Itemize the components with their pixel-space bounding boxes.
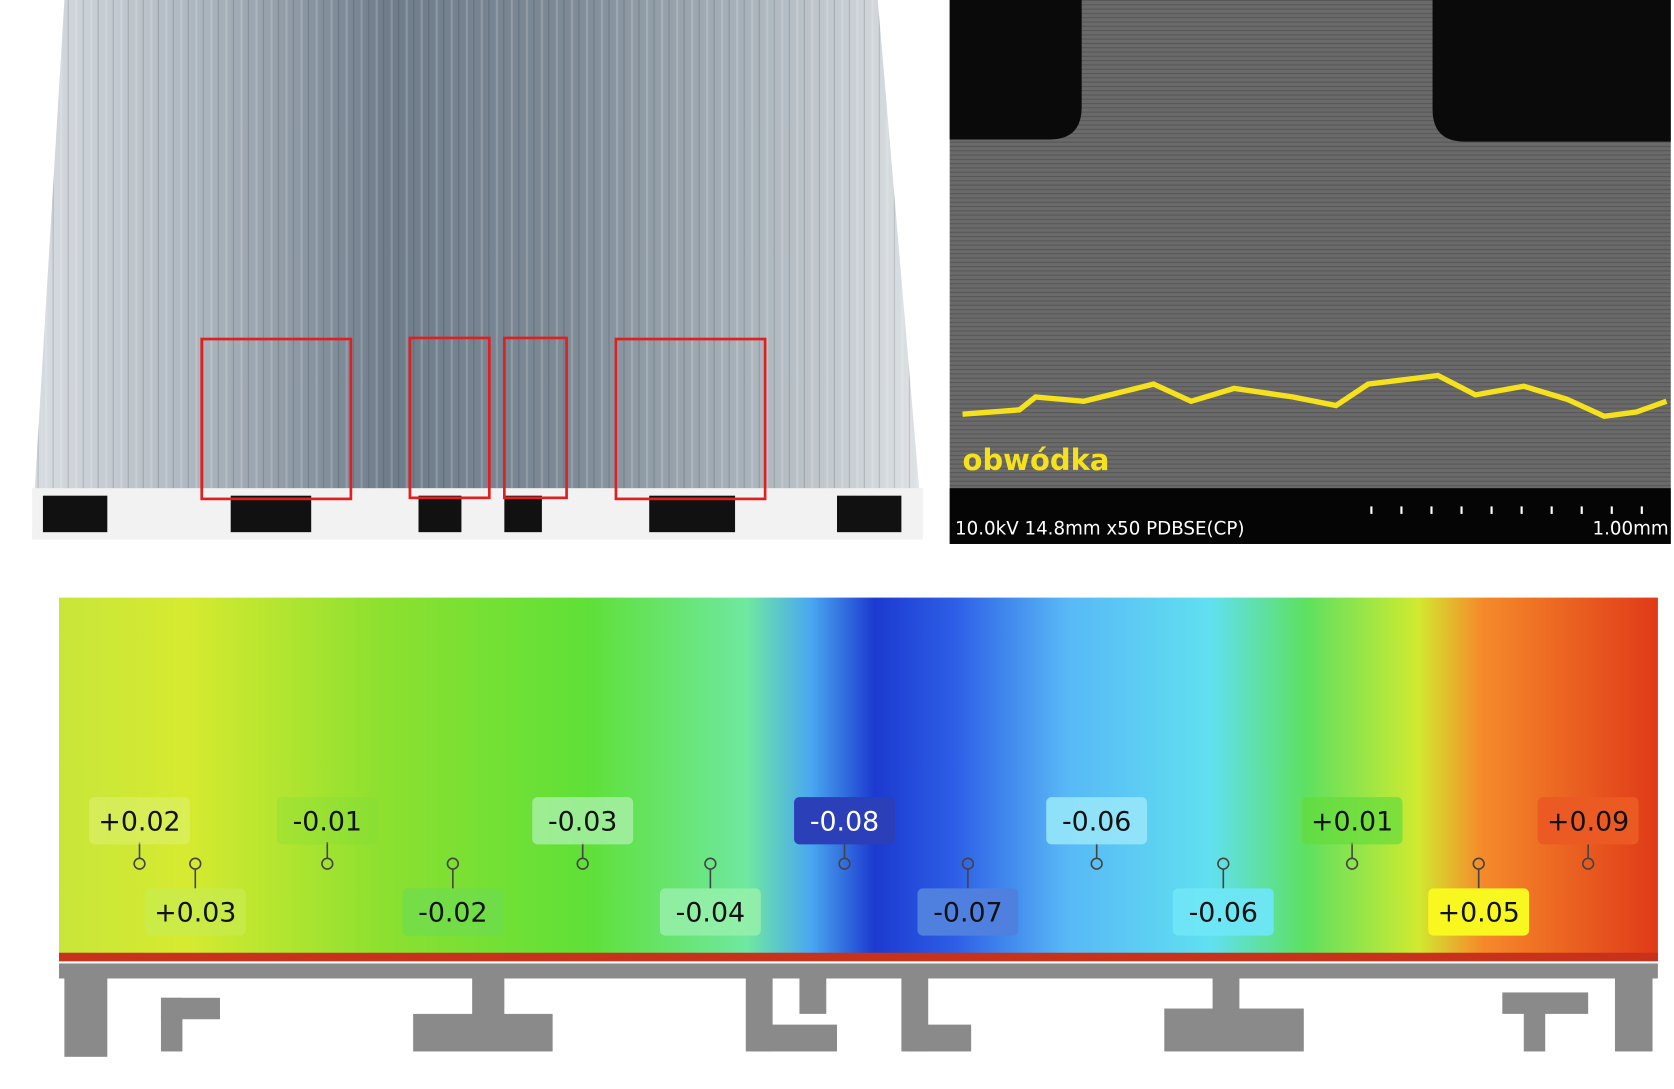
label-box [1172, 888, 1274, 936]
sem-scale: 1.00mm [1593, 518, 1669, 539]
label-box [1301, 797, 1403, 845]
deviation-label: +0.02 [98, 806, 180, 837]
sem-image: obwódka 10.0kV 14.8mm x50 PDBSE(CP) 1.00… [949, 0, 1671, 544]
label-box [89, 797, 190, 845]
sem-info: 10.0kV 14.8mm x50 PDBSE(CP) [955, 518, 1244, 539]
profile-photo [32, 0, 923, 540]
deviation-label: -0.04 [676, 898, 745, 929]
label-box [402, 888, 504, 936]
deviation-label: -0.06 [1189, 898, 1258, 929]
label-box [917, 888, 1019, 936]
deviation-label: -0.06 [1062, 806, 1131, 837]
deviation-label: -0.02 [418, 898, 487, 929]
deviation-label: +0.09 [1547, 806, 1629, 837]
label-box [794, 797, 895, 845]
label-box [1046, 797, 1148, 845]
deviation-label: +0.01 [1311, 806, 1393, 837]
label-box [659, 888, 761, 936]
deviation-label: -0.08 [810, 806, 879, 837]
deviation-label: -0.03 [548, 806, 617, 837]
label-box [532, 797, 634, 845]
deviation-label: -0.01 [293, 806, 362, 837]
sem-annotation: obwódka [963, 443, 1110, 477]
deviation-label: -0.07 [933, 898, 1002, 929]
deviation-label: +0.05 [1438, 898, 1520, 929]
deviation-map: +0.02 +0.03 -0.01 -0.02 -0.03 -0.04 -0.08 -0.07… [59, 597, 1658, 1057]
label-box [1537, 797, 1639, 845]
label-box [144, 888, 246, 936]
label-box [1428, 888, 1530, 936]
label-box [276, 797, 378, 845]
deviation-label: +0.03 [154, 898, 236, 929]
